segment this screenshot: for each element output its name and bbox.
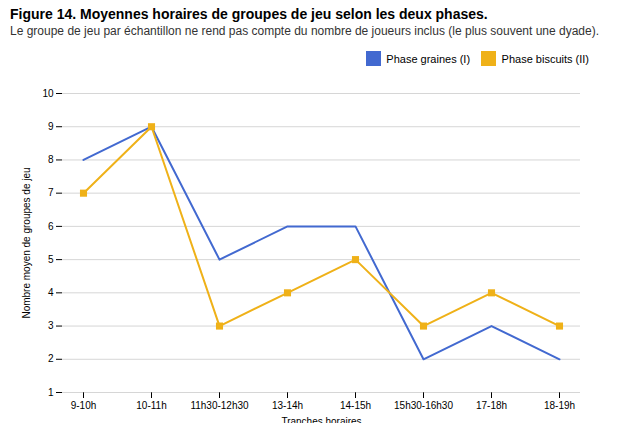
svg-text:15h30-16h30: 15h30-16h30 (394, 399, 453, 410)
svg-text:1: 1 (48, 386, 54, 397)
html-text:Le groupe de jeu par échantill: Le groupe de jeu par échantillon ne rend… (10, 24, 600, 38)
svg-text:10: 10 (42, 87, 54, 98)
svg-text:4: 4 (48, 287, 54, 298)
svg-text:14-15h: 14-15h (340, 399, 371, 410)
svg-text:13-14h: 13-14h (272, 399, 303, 410)
html-text:Figure 14. Moyennes horaires d: Figure 14. Moyennes horaires de groupes … (10, 6, 488, 22)
html-text:Phase graines (I): Phase graines (I) (386, 52, 471, 65)
svg-text:Tranches horaires: Tranches horaires (281, 415, 361, 423)
svg-text:9-10h: 9-10h (71, 399, 97, 410)
svg-text:10-11h: 10-11h (136, 399, 166, 410)
svg-text:8: 8 (48, 154, 54, 165)
svg-text:9: 9 (48, 120, 54, 131)
svg-text:11h30-12h30: 11h30-12h30 (190, 399, 249, 410)
svg-text:6: 6 (48, 220, 54, 231)
svg-text:Nombre moyen de groupes de jeu: Nombre moyen de groupes de jeu (21, 167, 32, 318)
svg-text:5: 5 (48, 253, 54, 264)
svg-text:18-19h: 18-19h (544, 399, 575, 410)
svg-text:2: 2 (48, 353, 54, 364)
html-text:Phase biscuits (II): Phase biscuits (II) (501, 52, 589, 65)
svg-text:3: 3 (48, 320, 54, 331)
svg-text:7: 7 (48, 187, 54, 198)
svg-text:17-18h: 17-18h (476, 399, 507, 410)
